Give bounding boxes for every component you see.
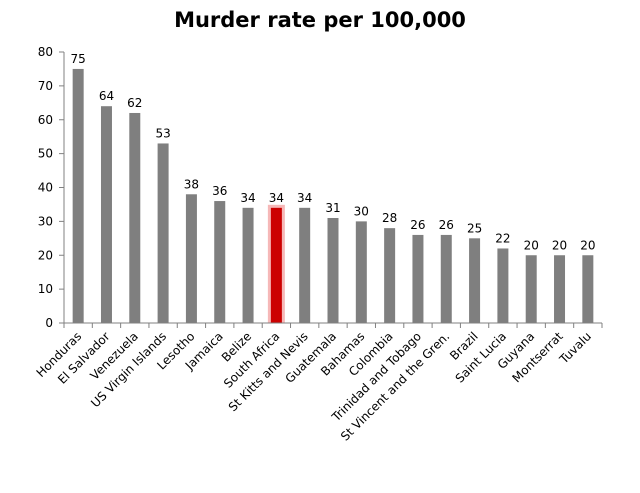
y-tick-label: 70 — [38, 79, 53, 93]
bar — [214, 201, 226, 323]
data-label: 20 — [552, 238, 567, 252]
y-tick-label: 60 — [38, 113, 53, 127]
data-labels: 75 64 62 53 38 36 34 34 34 31 30 28 26 26 25 22 20 20 20 — [71, 52, 596, 252]
data-label: 62 — [127, 96, 142, 110]
data-label: 28 — [382, 211, 397, 225]
bar — [440, 234, 452, 323]
data-label: 53 — [155, 126, 170, 140]
bar — [469, 238, 481, 323]
bar — [72, 68, 84, 323]
bar — [582, 255, 594, 323]
data-label: 26 — [439, 218, 454, 232]
bar-highlighted — [270, 207, 282, 323]
y-tick-label: 10 — [38, 282, 53, 296]
chart-title: Murder rate per 100,000 — [174, 8, 466, 32]
bar — [384, 228, 396, 323]
category-label: Tuvalu — [556, 329, 594, 367]
data-label: 34 — [269, 191, 284, 205]
bar — [554, 255, 566, 323]
data-label: 64 — [99, 89, 114, 103]
y-tick-label: 20 — [38, 248, 53, 262]
data-label: 31 — [325, 201, 340, 215]
y-tick-label: 80 — [38, 45, 53, 59]
bar — [412, 234, 424, 323]
data-label: 34 — [297, 191, 312, 205]
data-label: 20 — [524, 238, 539, 252]
bar — [355, 221, 367, 323]
data-label: 75 — [71, 52, 86, 66]
bars — [72, 68, 594, 323]
data-label: 36 — [212, 184, 227, 198]
data-label: 34 — [240, 191, 255, 205]
data-label: 26 — [410, 218, 425, 232]
bar — [327, 217, 339, 323]
y-tick-label: 0 — [45, 316, 53, 330]
bar — [129, 112, 141, 323]
data-label: 38 — [184, 177, 199, 191]
data-label: 25 — [467, 221, 482, 235]
bar — [497, 248, 509, 323]
bar — [100, 106, 112, 323]
data-label: 30 — [354, 204, 369, 218]
data-label: 20 — [580, 238, 595, 252]
bar — [242, 207, 254, 323]
bar — [185, 194, 197, 323]
bar — [157, 143, 169, 323]
bar — [299, 207, 311, 323]
y-tick-label: 30 — [38, 214, 53, 228]
bar — [525, 255, 537, 323]
y-tick-label: 50 — [38, 147, 53, 161]
y-tick-label: 40 — [38, 181, 53, 195]
data-label: 22 — [495, 231, 510, 245]
y-axis: 0 10 20 30 40 50 60 70 80 — [38, 45, 65, 330]
